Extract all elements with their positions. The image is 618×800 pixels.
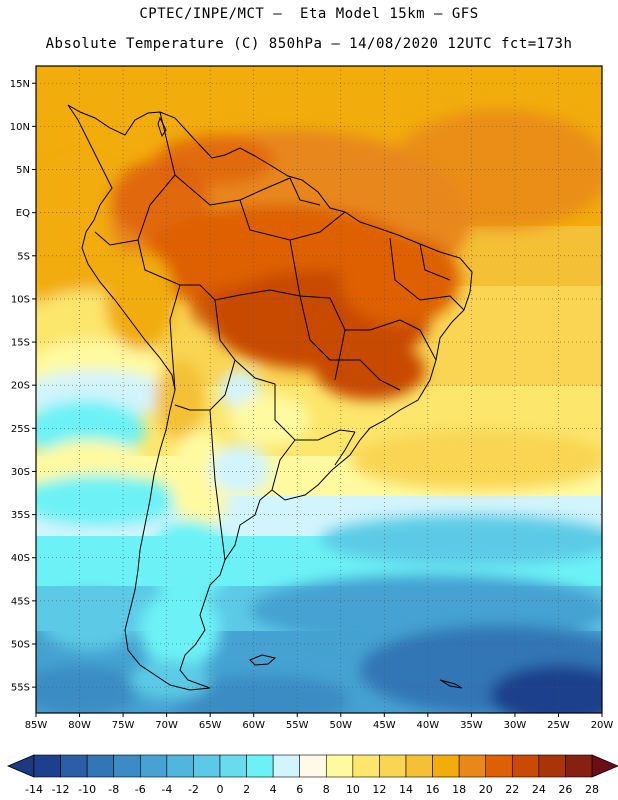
colorbar-label: 0: [217, 783, 224, 796]
colorbar-swatch: [458, 754, 487, 778]
lon-label: 65W: [199, 720, 222, 731]
colorbar-swatch: [538, 754, 566, 778]
lat-label: 15N: [10, 79, 30, 90]
colorbar-label: 2: [243, 783, 250, 796]
colorbar: -14 -12 -10 -8 -6 -4 -2 0 2 4 6 8 10 12 14 16 18 20 22 24 26…: [6, 754, 618, 796]
lat-label: 25S: [11, 424, 30, 435]
temperature-field: [36, 66, 602, 713]
colorbar-swatch: [219, 754, 247, 778]
colorbar-min-arrow: [6, 754, 35, 778]
colorbar-label: 14: [399, 783, 413, 796]
lon-label: 50W: [329, 720, 352, 731]
lat-label: 5S: [17, 251, 30, 262]
lon-label: 35W: [460, 720, 483, 731]
colorbar-label: 18: [452, 783, 466, 796]
colorbar-label: 28: [585, 783, 599, 796]
colorbar-swatch: [565, 754, 593, 778]
colorbar-label: 24: [532, 783, 546, 796]
colorbar-label: 12: [372, 783, 386, 796]
colorbar-swatch: [432, 754, 460, 778]
colorbar-swatch: [405, 754, 433, 778]
colorbar-swatch: [511, 754, 540, 778]
colorbar-label: 22: [505, 783, 519, 796]
lon-label: 40W: [417, 720, 440, 731]
colorbar-label: -12: [52, 783, 70, 796]
colorbar-swatch: [60, 754, 88, 778]
lon-label: 55W: [286, 720, 309, 731]
lat-label: 30S: [11, 467, 30, 478]
lon-label: 85W: [25, 720, 48, 731]
lat-label: 5N: [16, 165, 30, 176]
colorbar-swatch: [299, 754, 327, 778]
colorbar-swatch: [33, 754, 61, 778]
colorbar-swatch: [325, 754, 354, 778]
lon-label: 80W: [68, 720, 91, 731]
colorbar-label: -10: [78, 783, 96, 796]
colorbar-swatch: [86, 754, 115, 778]
lat-label: EQ: [16, 208, 30, 219]
map-frame: [35, 65, 603, 714]
colorbar-swatch: [352, 754, 380, 778]
lon-label: 75W: [112, 720, 135, 731]
lon-label: 20W: [591, 720, 614, 731]
colorbar-swatch: [379, 754, 407, 778]
colorbar-label: -6: [135, 783, 146, 796]
lon-label: 25W: [547, 720, 570, 731]
colorbar-label: -14: [25, 783, 43, 796]
colorbar-label: 16: [426, 783, 440, 796]
coastline: [67, 104, 473, 691]
colorbar-swatch: [272, 754, 301, 778]
colorbar-label: -2: [188, 783, 199, 796]
colorbar-label: 8: [323, 783, 330, 796]
latitude-labels: 15N 10N 5N EQ 5S 10S 15S 20S 25S 30S 35S 40S 45S 50S 5…: [10, 79, 36, 694]
colorbar-label: -8: [108, 783, 119, 796]
lat-label: 40S: [11, 553, 30, 564]
lat-label: 35S: [11, 510, 30, 521]
colorbar-label: 10: [346, 783, 360, 796]
colorbar-swatch: [113, 754, 141, 778]
colorbar-label: -4: [161, 783, 172, 796]
lat-label: 45S: [11, 596, 30, 607]
lat-label: 15S: [11, 338, 30, 349]
colorbar-label: 4: [270, 783, 277, 796]
lon-label: 70W: [155, 720, 178, 731]
lat-label: 55S: [11, 683, 30, 694]
colorbar-swatch: [193, 754, 221, 778]
lat-label: 20S: [11, 381, 30, 392]
longitude-labels: 85W 80W 75W 70W 65W 60W 55W 50W 45W 40W 35W 30W 25W 2…: [25, 713, 614, 731]
colorbar-label: 26: [558, 783, 572, 796]
colorbar-swatch: [166, 754, 194, 778]
lon-label: 30W: [504, 720, 527, 731]
lon-label: 45W: [373, 720, 396, 731]
colorbar-max-arrow: [591, 754, 618, 778]
map-title-line1: CPTEC/INPE/MCT – Eta Model 15km – GFS: [139, 6, 479, 22]
map-title-line2: Absolute Temperature (C) 850hPa – 14/08/…: [45, 36, 573, 52]
colorbar-swatch: [485, 754, 513, 778]
lat-label: 50S: [11, 639, 30, 650]
colorbar-label: 6: [296, 783, 303, 796]
colorbar-swatch: [246, 754, 274, 778]
colorbar-label: 20: [479, 783, 493, 796]
colorbar-swatch: [139, 754, 168, 778]
lon-label: 60W: [242, 720, 265, 731]
lat-label: 10N: [10, 122, 30, 133]
lat-label: 10S: [11, 294, 30, 305]
